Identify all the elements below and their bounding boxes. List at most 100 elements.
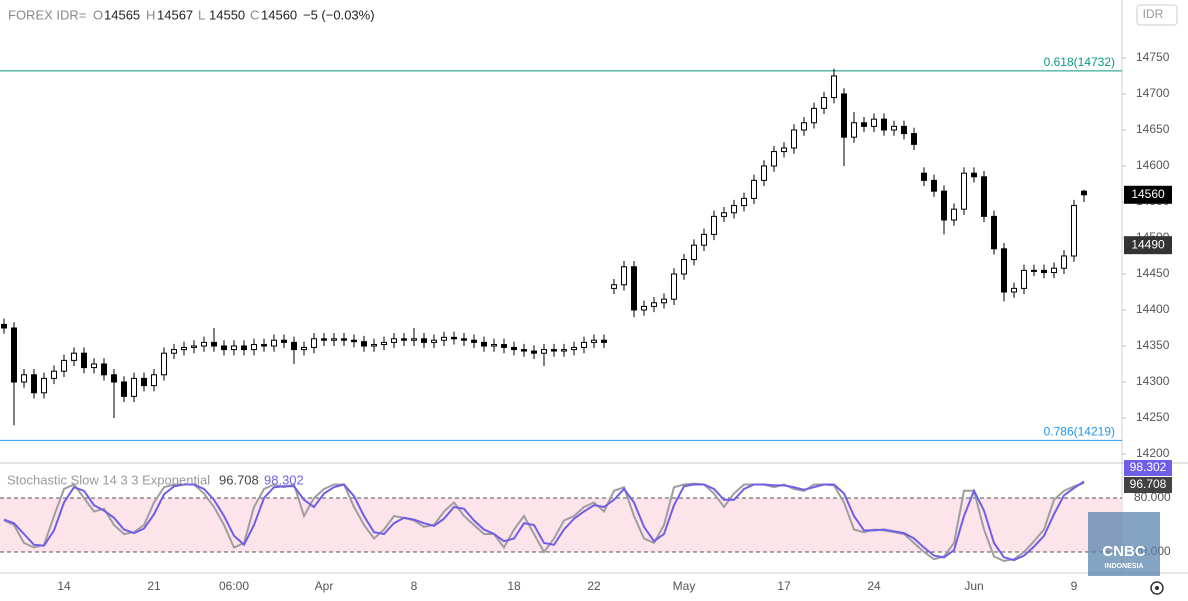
candle-body (961, 172, 967, 210)
currency-button[interactable] (1136, 4, 1178, 26)
ohlc-value: 14565 (104, 7, 140, 22)
x-tick-label: 24 (867, 579, 881, 593)
ohlc-value: 14550 (209, 7, 245, 22)
last-price-tag-label: 14560 (1131, 187, 1165, 201)
candle-body (551, 349, 557, 352)
candle-body (381, 341, 387, 346)
candle-body (31, 374, 37, 394)
y-tick-label: 14250 (1136, 410, 1170, 424)
currency-button-label[interactable]: IDR (1143, 7, 1164, 21)
candle-body (61, 359, 67, 372)
candle-body (341, 338, 347, 341)
stoch-value-tag-label: 96.708 (1130, 477, 1167, 491)
candle-body (1061, 255, 1067, 269)
candle-body (231, 345, 237, 351)
candle-body (451, 336, 457, 340)
candle-body (611, 284, 617, 289)
candle-body (661, 298, 667, 304)
stoch-title: Stochastic Slow 14 3 3 Exponential (7, 472, 210, 487)
candle-body (211, 341, 217, 347)
candle-body (1021, 269, 1027, 289)
candle-body (201, 341, 207, 347)
candle-body (11, 327, 17, 383)
candle-body (781, 147, 787, 153)
candle-body (641, 305, 647, 311)
candle-body (731, 205, 737, 214)
candle-body (851, 122, 857, 138)
ohlc-letter: H (146, 7, 155, 22)
y-tick-label: 14200 (1136, 446, 1170, 460)
ohlc-letter: C (250, 7, 259, 22)
candle-body (691, 244, 697, 261)
candle-body (921, 172, 927, 181)
candle-body (821, 97, 827, 109)
x-tick-label: 22 (587, 579, 601, 593)
candle-body (721, 212, 727, 217)
candle-body (811, 107, 817, 124)
candle-body (1081, 190, 1087, 196)
x-tick-label: 17 (777, 579, 791, 593)
candle-body (71, 352, 77, 361)
candle-body (51, 370, 57, 379)
candle-body (251, 344, 257, 351)
candle-body (701, 233, 707, 246)
candle-body (511, 346, 517, 351)
candle-body (981, 176, 987, 217)
ohlc-value: 14567 (157, 7, 193, 22)
candle-body (161, 352, 167, 376)
candle-body (741, 197, 747, 207)
stoch-legend-value: 96.708 (219, 472, 259, 487)
y-tick-label: 14400 (1136, 302, 1170, 316)
y-tick-label: 14300 (1136, 374, 1170, 388)
candle-body (441, 336, 447, 341)
candle-body (131, 377, 137, 397)
settings-icon[interactable] (1150, 581, 1164, 595)
change-value: −5 (−0.03%) (303, 7, 375, 22)
x-tick-label: 8 (411, 579, 418, 593)
candle-body (561, 349, 567, 352)
candle-body (771, 151, 777, 167)
candle-body (101, 363, 107, 376)
candle-body (411, 338, 417, 341)
candle-body (301, 346, 307, 351)
watermark-box (1088, 512, 1160, 576)
candle-body (1041, 269, 1047, 274)
candle-body (271, 339, 277, 347)
candle-body (291, 341, 297, 351)
candle-body (431, 339, 437, 343)
x-tick-label: 14 (57, 579, 71, 593)
candle-body (541, 349, 547, 354)
candle-body (1011, 287, 1017, 293)
x-tick-label: 06:00 (219, 579, 249, 593)
candle-body (631, 266, 637, 311)
candle-body (861, 122, 867, 127)
candle-body (241, 345, 247, 351)
candle-body (221, 345, 227, 351)
candle-body (171, 349, 177, 354)
candle-body (81, 352, 87, 369)
candle-body (791, 129, 797, 149)
candle-body (151, 374, 157, 387)
candle-body (871, 118, 877, 127)
ohlc-value: 14560 (261, 7, 297, 22)
stoch-value-tag (1124, 477, 1172, 493)
candle-body (891, 125, 897, 131)
candle-body (391, 338, 397, 343)
settings-icon-hub[interactable] (1155, 586, 1159, 590)
candle-body (581, 341, 587, 348)
candle-body (971, 172, 977, 178)
x-tick-label: 18 (507, 579, 521, 593)
y-tick-label: 80.000 (1134, 490, 1171, 504)
candle-body (621, 266, 627, 286)
price-tag-label: 14490 (1131, 237, 1165, 251)
ohlc-letter: L (198, 7, 205, 22)
candle-body (321, 338, 327, 341)
stoch-line (3, 480, 1085, 562)
last-price-tag (1124, 185, 1172, 204)
candle-body (461, 338, 467, 341)
candle-body (831, 75, 837, 99)
symbol-title: FOREX IDR= (8, 7, 86, 22)
candle-body (41, 377, 47, 394)
x-tick-label: Jun (964, 579, 983, 593)
